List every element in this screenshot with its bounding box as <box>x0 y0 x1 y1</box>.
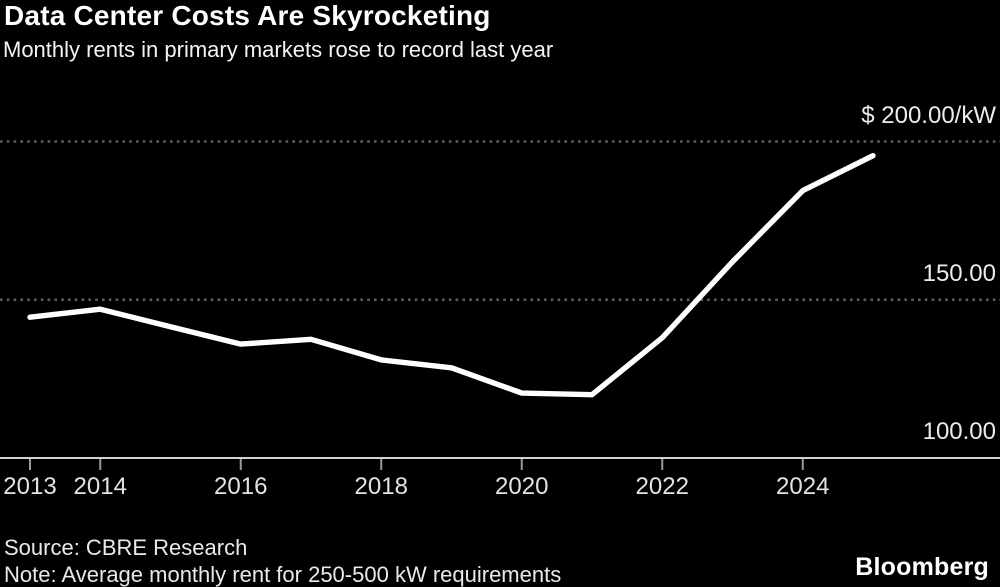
chart-title: Data Center Costs Are Skyrocketing <box>4 0 491 31</box>
y-axis-label: $ 200.00/kW <box>861 101 996 129</box>
rent-line-series <box>27 152 876 398</box>
y-axis-label: 100.00 <box>922 418 996 445</box>
x-axis-label: 2020 <box>495 473 549 500</box>
bloomberg-logo: Bloomberg <box>855 553 989 581</box>
y-axis-label: 150.00 <box>922 259 996 287</box>
note-label: Note: Average monthly rent for 250-500 k… <box>4 562 562 587</box>
x-axis-label: 2014 <box>73 473 127 500</box>
source-label: Source: CBRE Research <box>4 535 248 560</box>
chart-subtitle: Monthly rents in primary markets rose to… <box>3 37 554 62</box>
x-axis-label: 2022 <box>635 473 689 500</box>
x-axis-label: 2018 <box>354 473 408 500</box>
x-axis-label: 2024 <box>776 473 830 500</box>
x-axis-label: 2013 <box>3 473 57 500</box>
x-axis-label: 2016 <box>214 473 268 500</box>
